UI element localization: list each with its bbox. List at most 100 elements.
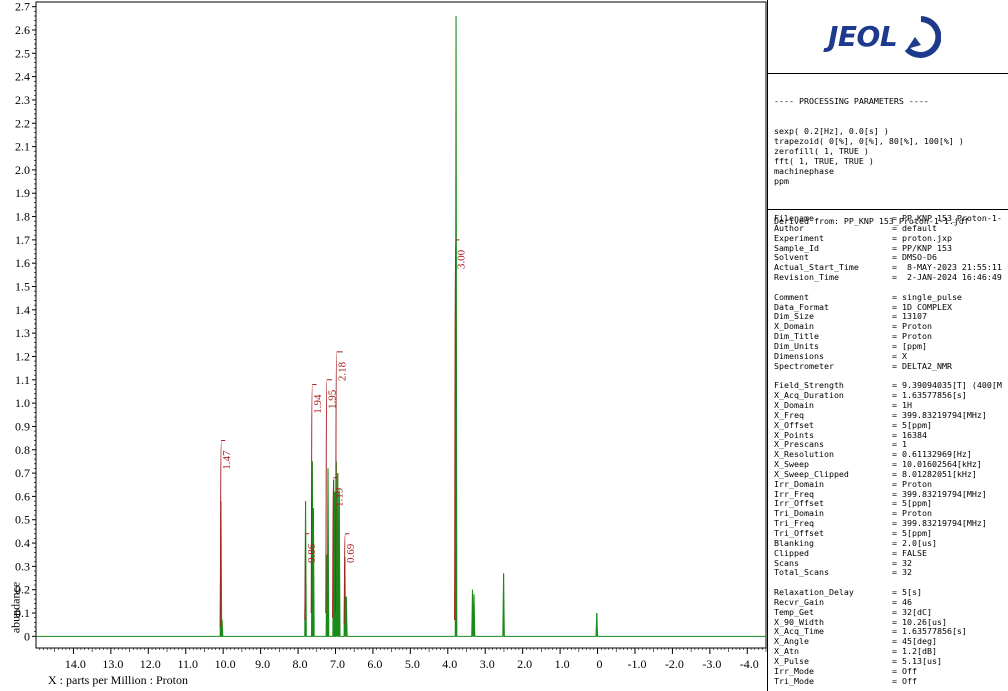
integral-curve	[454, 239, 460, 621]
param-row: Relaxation_Delay = 5[s]	[774, 587, 1008, 598]
param-value: = Proton	[892, 331, 932, 342]
param-row: X_Sweep_Clipped = 8.01282051[kHz]	[774, 468, 1008, 480]
param-key: Irr_Offset	[774, 498, 824, 509]
param-row: Tri_Domain = Proton	[774, 508, 1008, 519]
param-value: = Proton	[892, 508, 932, 519]
param-key: X_Offset	[774, 419, 814, 430]
param-value: = 8.01282051[kHz]	[892, 468, 977, 479]
processing-header: ---- PROCESSING PARAMETERS ----	[774, 96, 929, 106]
x-tick-label: -1.0	[627, 657, 646, 671]
plot-frame	[35, 1, 767, 649]
param-key: X_Freq	[774, 409, 804, 420]
param-key: Tri_Domain	[774, 508, 824, 519]
integral-curve	[219, 439, 226, 628]
param-value: = 5.13[us]	[892, 655, 942, 666]
parameters-panel: JEOL ---- PROCESSING PARAMETERS ---- sex…	[767, 0, 1008, 691]
param-row: Sample_Id = PP/KNP 153	[774, 242, 1008, 254]
y-tick-label: 0	[24, 629, 30, 643]
param-row: Dim_Units = [ppm]	[774, 340, 1008, 352]
param-row: X_Angle = 45[deg]	[774, 636, 1008, 647]
integral-curve	[331, 477, 338, 618]
param-value: = DMSO-D6	[892, 252, 937, 263]
param-value: = 2-JAN-2024 16:46:49	[892, 272, 1002, 283]
param-value: = PP_KNP 153_Proton-1-	[892, 213, 1002, 223]
param-row: Filename = PP_KNP 153_Proton-1-	[774, 213, 1008, 224]
x-tick-label: 13.0	[102, 657, 123, 671]
param-row: X_Freq = 399.83219794[MHz]	[774, 409, 1008, 421]
param-key: Sample_Id	[774, 242, 819, 253]
param-key: Clipped	[774, 547, 809, 558]
param-row: X_Points = 16384	[774, 429, 1008, 441]
acquisition-parameters: Filename = PP_KNP 153_Proton-1- Author = de…	[768, 210, 1008, 687]
y-tick-label: 0.6	[15, 489, 30, 503]
param-key: Recvr_Gain	[774, 596, 824, 607]
param-row: X_Sweep = 10.01602564[kHz]	[774, 459, 1008, 470]
integral-curve	[334, 351, 343, 614]
y-tick-label: 0.2	[15, 583, 30, 597]
param-key: Irr_Domain	[774, 478, 824, 489]
param-value: = 1D COMPLEX	[892, 301, 952, 312]
param-key: Dim_Units	[774, 340, 819, 351]
x-tick-label: 7.0	[330, 657, 345, 671]
y-tick-label: 1.7	[15, 233, 30, 247]
param-key: Dimensions	[774, 350, 824, 361]
integral-label: 0.69	[345, 543, 357, 563]
param-row: Clipped = FALSE	[774, 547, 1008, 559]
integral-curve	[304, 533, 310, 621]
y-tick-label: 2.4	[15, 70, 30, 84]
integral-label: 1.94	[312, 394, 324, 414]
param-value: = X	[892, 350, 907, 361]
param-row: Total_Scans = 32	[774, 568, 1008, 578]
param-key: Dim_Title	[774, 331, 819, 342]
param-key: Comment	[774, 291, 809, 302]
param-key: Scans	[774, 557, 799, 568]
param-row: Scans = 32	[774, 557, 1008, 569]
integral-curve	[325, 379, 332, 614]
integral-curve	[343, 533, 350, 625]
x-tick-label: 14.0	[65, 657, 86, 671]
y-tick-label: 1.4	[15, 303, 30, 317]
x-tick-label: 11.0	[177, 657, 198, 671]
param-key: Blanking	[774, 537, 814, 548]
param-value: = 1.63577856[s]	[892, 626, 967, 637]
param-value: = Off	[892, 665, 917, 676]
param-key: X_Atn	[774, 646, 799, 657]
param-value: = 46	[892, 596, 912, 607]
param-value: = 10.01602564[kHz]	[892, 459, 982, 470]
integral-curve	[310, 383, 317, 614]
param-key: X_Points	[774, 429, 814, 440]
y-tick-label: 1.0	[15, 396, 30, 410]
param-row: X_Acq_Duration = 1.63577856[s]	[774, 390, 1008, 401]
y-tick-label: 0.4	[15, 536, 30, 550]
jeol-logo-text: JEOL	[828, 20, 898, 53]
param-value: = PP/KNP 153	[892, 242, 952, 253]
param-value: = 1	[892, 439, 907, 450]
param-key: Data_Format	[774, 301, 829, 312]
param-key: Tri_Mode	[774, 675, 814, 686]
param-row: Comment = single_pulse	[774, 291, 1008, 303]
processing-line: fft( 1, TRUE, TRUE )	[774, 156, 874, 166]
processing-lines: sexp( 0.2[Hz], 0.0[s] ) trapezoid( 0[%], …	[774, 126, 1008, 186]
y-tick-label: 1.1	[15, 373, 30, 387]
param-row: X_Resolution = 0.61132969[Hz]	[774, 449, 1008, 460]
y-tick-label: 0.8	[15, 443, 30, 457]
x-tick-label: 6.0	[367, 657, 382, 671]
param-value: = 5[s]	[892, 587, 922, 598]
param-row: Irr_Freq = 399.83219794[MHz]	[774, 489, 1008, 500]
integral-label: 1.47	[221, 450, 233, 470]
processing-line: sexp( 0.2[Hz], 0.0[s] )	[774, 126, 889, 136]
param-value: = 10.26[us]	[892, 616, 947, 627]
param-value: = 1H	[892, 400, 912, 411]
processing-line: trapezoid( 0[%], 0[%], 80[%], 100[%] )	[774, 136, 964, 146]
param-key: X_Acq_Duration	[774, 390, 844, 401]
integral-label: 3.00	[456, 249, 468, 269]
param-row: Revision_Time = 2-JAN-2024 16:46:49	[774, 272, 1008, 283]
param-value: = Off	[892, 675, 917, 686]
param-value: = 8-MAY-2023 21:55:11	[892, 262, 1002, 273]
x-axis-label: X : parts per Million : Proton	[48, 673, 188, 687]
param-row: Author = default	[774, 223, 1008, 234]
param-value: = 2.0[us]	[892, 537, 937, 548]
param-row: Field_Strength = 9.39094035[T] (400[M	[774, 380, 1008, 391]
param-key: X_Domain	[774, 400, 814, 411]
param-value: = [ppm]	[892, 340, 927, 351]
